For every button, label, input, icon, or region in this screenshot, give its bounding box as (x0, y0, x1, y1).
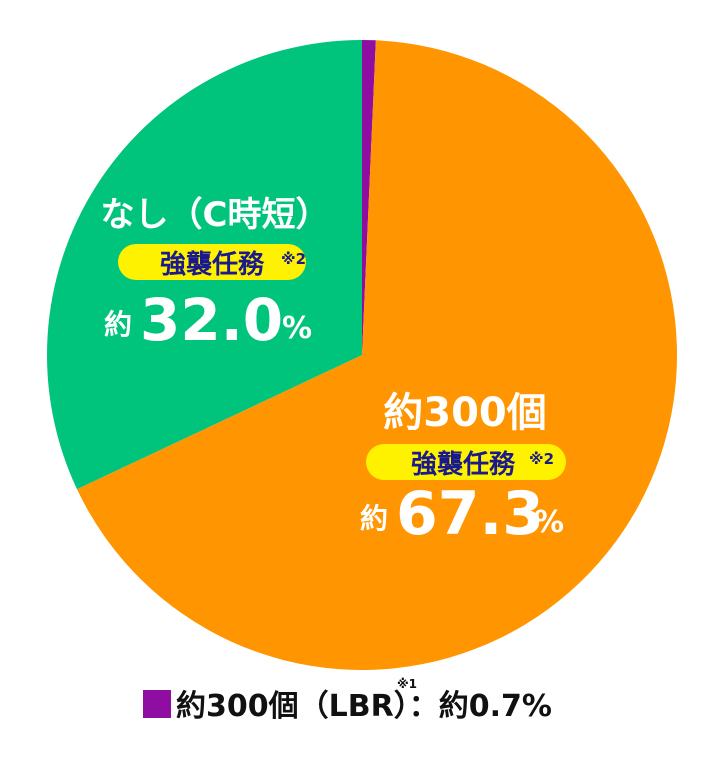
pct-prefix-green: 約 (104, 308, 132, 341)
legend-swatch (143, 690, 171, 718)
legend-note: ※1 (397, 677, 417, 691)
slice-label-300: 約300個 (383, 390, 547, 436)
pct-number-orange: 67.3 (396, 479, 544, 549)
legend-value: 約0.7% (439, 689, 552, 724)
tag-text-orange: 強襲任務 (411, 449, 516, 480)
pie-slice-300 (76, 40, 677, 670)
legend: 約300個（LBR）：約0.7% ※1 (143, 677, 552, 724)
tag-note-orange: ※2 (529, 450, 554, 468)
pct-unit-green: % (282, 311, 312, 346)
pct-prefix-orange: 約 (360, 502, 388, 535)
tag-text-green: 強襲任務 (160, 249, 265, 280)
pie-slices (47, 39, 677, 670)
pie-slice-300-lbr (362, 39, 376, 356)
tag-pill-green (118, 244, 306, 280)
slice-label-none-c-jitan: なし（C時短） (101, 195, 330, 235)
tag-pill-orange (366, 444, 566, 480)
tag-note-green: ※2 (281, 250, 306, 268)
pct-number-green: 32.0 (140, 286, 283, 354)
label-group-none-c-jitan: なし（C時短） 強襲任務 ※2 約 32.0 % (101, 195, 330, 354)
legend-separator: ： (409, 689, 439, 724)
label-group-300: 約300個 強襲任務 ※2 約 67.3 % (360, 390, 566, 549)
legend-label-text: 約300個（LBR） (176, 689, 409, 724)
pct-unit-orange: % (534, 505, 564, 540)
legend-label: 約300個（LBR）：約0.7% (176, 689, 552, 724)
